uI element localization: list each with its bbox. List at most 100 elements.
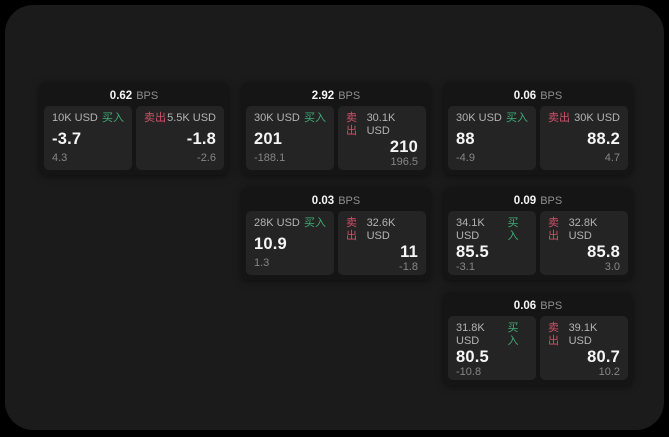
buy-size-label: 31.8K USD [456,322,485,347]
buy-header-row: 30K USD 买入 [254,112,326,125]
bps-header: 0.06 BPS [444,293,632,316]
bps-header: 0.62 BPS [40,83,228,106]
quote-card: 0.62 BPS 10K USD 买入 -3.7 4.3 卖出 5.5K USD… [40,83,228,175]
buy-delta: 4.3 [52,152,68,164]
buy-price: -3.7 [52,129,82,148]
sell-price: 11 [400,243,418,261]
buy-label: 买入 [102,112,124,124]
sell-header-row: 卖出 32.8K USD [548,217,620,243]
sell-panel[interactable]: 卖出 39.1K USD 80.7 10.2 [540,316,628,380]
buy-panel[interactable]: 30K USD 买入 88 -4.9 [448,106,536,170]
sell-size-label: 32.8K USD [568,217,598,242]
bps-unit-label: BPS [540,300,563,312]
bps-value: 0.03 [311,195,335,207]
buy-header-row: 30K USD 买入 [456,112,528,125]
buy-panel[interactable]: 30K USD 买入 201 -188.1 [246,106,334,170]
sell-header-row: 卖出 30.1K USD [346,112,418,138]
sell-delta: 3.0 [604,261,620,273]
buy-size-label: 30K USD [456,112,502,124]
sell-size-label: 30.1K USD [366,112,396,137]
sell-panel[interactable]: 卖出 32.8K USD 85.8 3.0 [540,211,628,275]
bps-header: 2.92 BPS [242,83,430,106]
bps-unit-label: BPS [540,90,563,102]
sell-panel[interactable]: 卖出 30.1K USD 210 196.5 [338,106,426,170]
sell-delta: 4.7 [604,152,620,164]
buy-label: 买入 [506,112,528,124]
quote-card-body: 10K USD 买入 -3.7 4.3 卖出 5.5K USD -1.8 -2.… [40,106,228,170]
sell-panel[interactable]: 卖出 5.5K USD -1.8 -2.6 [136,106,224,170]
quote-card: 0.03 BPS 28K USD 买入 10.9 1.3 卖出 32.6K US… [242,188,430,280]
buy-label: 买入 [507,322,519,347]
quote-card-body: 30K USD 买入 88 -4.9 卖出 30K USD 88.2 4.7 [444,106,632,170]
sell-label: 卖出 [144,112,166,124]
bps-value: 0.62 [109,90,133,102]
buy-delta: -188.1 [254,152,286,164]
buy-size-label: 34.1K USD [456,217,485,242]
bps-unit-label: BPS [540,195,563,207]
buy-size-label: 28K USD [254,217,300,229]
sell-delta: -2.6 [197,152,216,164]
bps-header: 0.03 BPS [242,188,430,211]
sell-label: 卖出 [548,112,570,124]
buy-delta: -10.8 [456,366,482,378]
sell-size-label: 5.5K USD [167,112,216,124]
quote-card-body: 31.8K USD 买入 80.5 -10.8 卖出 39.1K USD 80.… [444,316,632,380]
sell-delta: -1.8 [399,261,418,273]
buy-header-row: 28K USD 买入 [254,217,326,230]
buy-delta: -4.9 [456,152,475,164]
sell-label: 卖出 [548,217,559,242]
sell-label: 卖出 [346,112,357,137]
bps-unit-label: BPS [338,195,361,207]
bps-header: 0.06 BPS [444,83,632,106]
buy-label: 买入 [304,112,326,124]
bps-unit-label: BPS [338,90,361,102]
bps-value: 0.09 [513,195,537,207]
quote-card: 0.06 BPS 30K USD 买入 88 -4.9 卖出 30K USD 8… [444,83,632,175]
sell-price: 88.2 [587,129,620,148]
sell-header-row: 卖出 30K USD [548,112,620,125]
buy-panel[interactable]: 34.1K USD 买入 85.5 -3.1 [448,211,536,275]
buy-price: 80.5 [456,348,489,366]
buy-size-label: 10K USD [52,112,98,124]
buy-panel[interactable]: 31.8K USD 买入 80.5 -10.8 [448,316,536,380]
buy-price: 201 [254,129,283,148]
buy-header-row: 31.8K USD 买入 [456,322,528,348]
quote-card: 0.06 BPS 31.8K USD 买入 80.5 -10.8 卖出 39.1… [444,293,632,385]
sell-price: 80.7 [587,348,620,366]
quote-card-body: 30K USD 买入 201 -188.1 卖出 30.1K USD 210 1… [242,106,430,170]
sell-header-row: 卖出 32.6K USD [346,217,418,243]
sell-label: 卖出 [548,322,559,347]
buy-header-row: 34.1K USD 买入 [456,217,528,243]
buy-panel[interactable]: 28K USD 买入 10.9 1.3 [246,211,334,275]
quote-card: 0.09 BPS 34.1K USD 买入 85.5 -3.1 卖出 32.8K… [444,188,632,280]
sell-header-row: 卖出 5.5K USD [144,112,216,125]
sell-label: 卖出 [346,217,357,242]
sell-header-row: 卖出 39.1K USD [548,322,620,348]
quote-card-body: 34.1K USD 买入 85.5 -3.1 卖出 32.8K USD 85.8… [444,211,632,275]
sell-size-label: 39.1K USD [568,322,598,347]
quote-card: 2.92 BPS 30K USD 买入 201 -188.1 卖出 30.1K … [242,83,430,175]
bps-value: 0.06 [513,90,537,102]
sell-panel[interactable]: 卖出 30K USD 88.2 4.7 [540,106,628,170]
sell-delta: 10.2 [598,366,620,378]
buy-delta: -3.1 [456,261,475,273]
buy-label: 买入 [507,217,519,242]
app-panel: 0.62 BPS 10K USD 买入 -3.7 4.3 卖出 5.5K USD… [5,5,664,430]
sell-size-label: 32.6K USD [366,217,396,242]
bps-value: 2.92 [311,90,335,102]
buy-delta: 1.3 [254,257,270,269]
buy-price: 88 [456,129,475,148]
buy-price: 10.9 [254,234,287,253]
sell-size-label: 30K USD [574,112,620,124]
buy-label: 买入 [304,217,326,229]
sell-price: 85.8 [587,243,620,261]
bps-value: 0.06 [513,300,537,312]
sell-panel[interactable]: 卖出 32.6K USD 11 -1.8 [338,211,426,275]
buy-panel[interactable]: 10K USD 买入 -3.7 4.3 [44,106,132,170]
buy-price: 85.5 [456,243,489,261]
buy-size-label: 30K USD [254,112,300,124]
sell-price: -1.8 [186,129,216,148]
sell-price: 210 [389,138,418,156]
buy-header-row: 10K USD 买入 [52,112,124,125]
